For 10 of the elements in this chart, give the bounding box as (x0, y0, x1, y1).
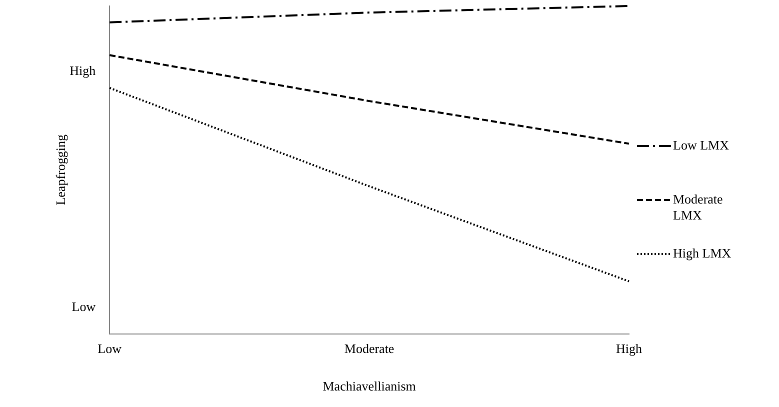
x-tick-label: Low (98, 341, 122, 356)
x-tick-label: High (616, 341, 642, 356)
legend-label: High LMX (673, 245, 732, 260)
text: Low (72, 299, 96, 314)
legend-label: Moderate LMX (673, 191, 724, 222)
x-axis-title: Machiavellianism (322, 378, 416, 394)
text: High (70, 62, 96, 78)
x-tick-label: Moderate (344, 341, 394, 356)
legend-label: Low LMX (673, 137, 730, 152)
y-axis-title: Leapfrogging (53, 134, 68, 206)
